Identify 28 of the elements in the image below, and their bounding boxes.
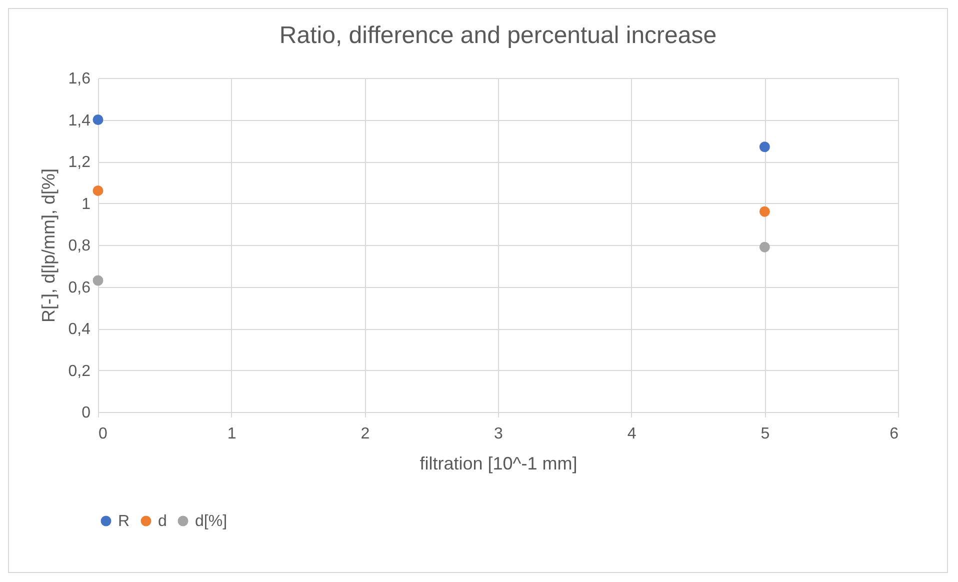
x-tick-label: 4 — [627, 426, 636, 442]
x-tick-label: 6 — [890, 426, 899, 442]
y-axis-title: R[-], d[lp/mm], d[%] — [38, 168, 58, 323]
point — [92, 114, 104, 125]
y-tick-label: 1,4 — [68, 112, 91, 130]
point — [92, 185, 104, 196]
y-tick-label: 1 — [82, 196, 91, 213]
point — [92, 275, 104, 286]
legend-label: d[%] — [195, 513, 228, 530]
chart-title: Ratio, difference and percentual increase — [279, 22, 717, 49]
x-tick-label: 1 — [227, 426, 236, 442]
legend-label: R — [118, 513, 130, 530]
y-tick-label: 0,2 — [68, 362, 91, 380]
x-tick-label: 5 — [760, 426, 770, 442]
y-tick-label: 0,4 — [68, 321, 91, 338]
legend-label: d — [158, 513, 167, 530]
y-tick-label: 0 — [82, 404, 91, 422]
x-tick-label: 0 — [98, 426, 108, 442]
y-tick-label: 1,6 — [68, 70, 91, 88]
point — [759, 242, 770, 252]
x-axis-title: filtration [10^-1 mm] — [420, 454, 578, 474]
point — [759, 206, 770, 217]
x-tick-label: 3 — [494, 426, 504, 442]
point — [759, 142, 770, 152]
y-tick-label: 0,8 — [68, 238, 91, 254]
y-tick-label: 1,2 — [68, 154, 91, 171]
x-tick-label: 2 — [360, 426, 370, 442]
y-tick-label: 0,6 — [68, 279, 91, 296]
